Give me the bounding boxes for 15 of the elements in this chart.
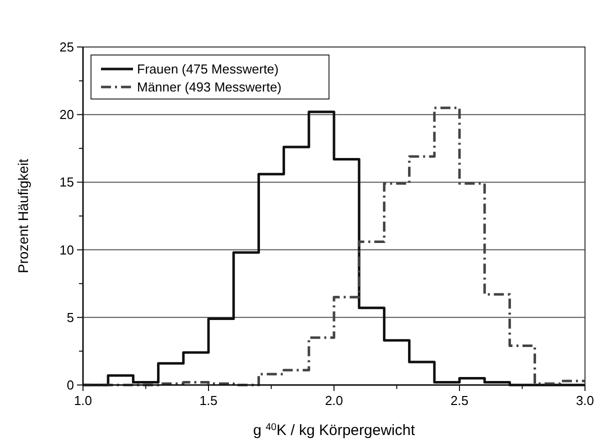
y-tick-label: 25: [60, 40, 74, 54]
x-tick-label: 3.0: [576, 393, 594, 408]
legend-label: Männer (493 Messwerte): [137, 80, 282, 94]
legend-label: Frauen (475 Messwerte): [137, 62, 279, 76]
x-tick-label: 1.5: [199, 393, 218, 408]
y-tick-label: 0: [66, 378, 74, 392]
x-tick-label: 2.0: [324, 393, 344, 408]
x-tick-label: 2.5: [450, 393, 469, 408]
x-tick-label: 1.0: [74, 393, 92, 408]
y-axis-title: Prozent Häufigkeit: [15, 158, 31, 274]
y-tick-label: 20: [60, 107, 74, 122]
x-axis-title: g $^{40}$K / kg Körpergewicht: [253, 422, 416, 439]
y-tick-label: 15: [60, 174, 74, 190]
y-tick-label: 10: [60, 242, 74, 258]
y-tick-label: 5: [66, 310, 74, 325]
